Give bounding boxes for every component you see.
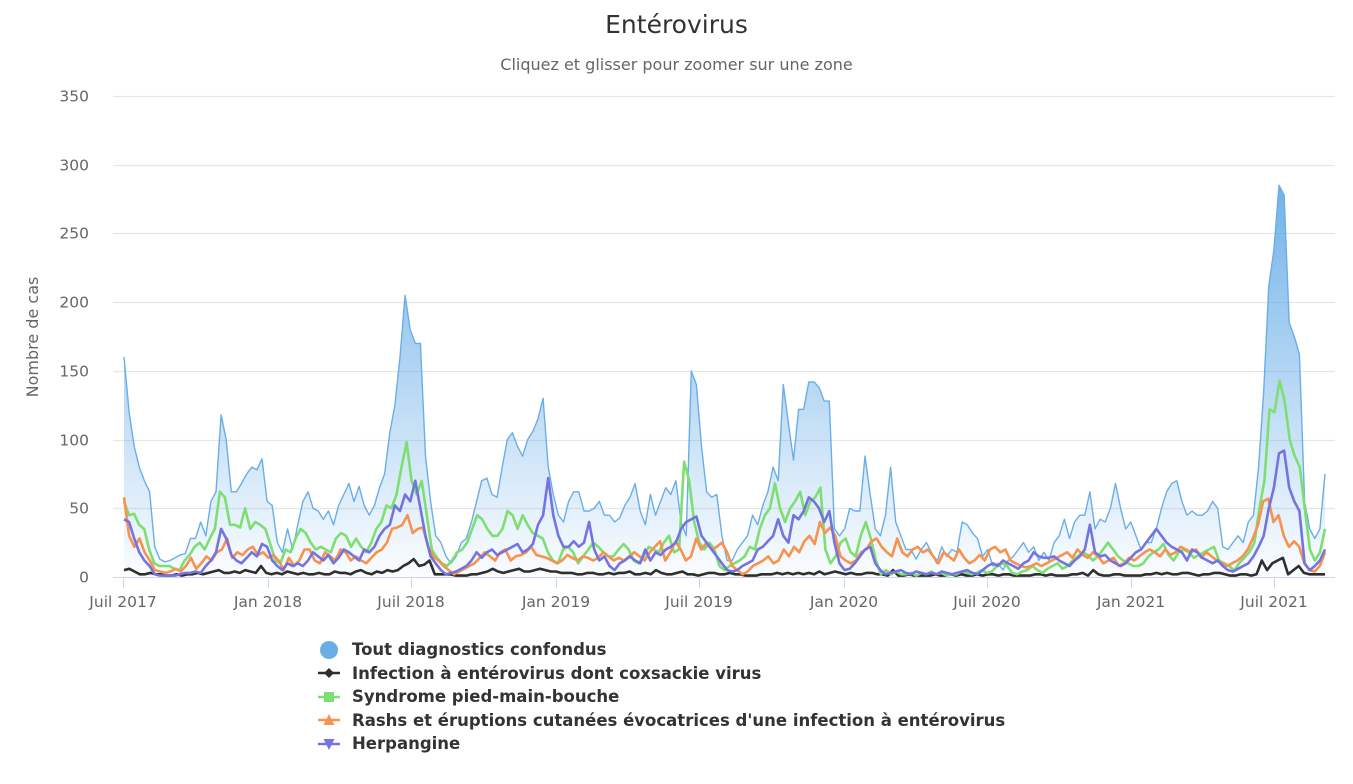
y-tick-label: 50 [69,500,89,518]
legend-item[interactable]: Infection à entérovirus dont coxsackie v… [318,662,1005,686]
legend-item[interactable]: Rashs et éruptions cutanées évocatrices … [318,709,1005,733]
y-tick-label: 250 [59,225,89,243]
chart-subtitle: Cliquez et glisser pour zoomer sur une z… [500,55,853,74]
circle-marker-icon [320,640,338,659]
legend-item[interactable]: Tout diagnostics confondus [318,638,1005,662]
y-tick-label: 150 [59,363,89,381]
y-tick-label: 300 [59,157,89,175]
x-tick-label: Jan 2020 [809,593,878,611]
square-marker-icon [318,691,340,702]
x-tick-label: Jan 2019 [521,593,590,611]
area-fill-all-diagnostics [124,185,1325,578]
y-tick-label: 350 [59,88,89,106]
x-tick-label: Juil 2019 [664,593,732,611]
triangle-down-marker-icon [318,738,340,750]
series-line-coxsackie[interactable] [123,556,1325,577]
y-axis-label: Nombre de cas [23,277,42,398]
legend-item[interactable]: Herpangine [318,732,1005,756]
diamond-marker-icon [318,668,340,679]
x-tick-label: Juil 2021 [1239,593,1307,611]
triangle-marker-icon [318,714,340,726]
legend-item-label: Rashs et éruptions cutanées évocatrices … [352,710,1006,730]
series-group [122,184,1327,578]
y-axis-ticks: 0 50 100 150 200 250 300 350 [59,88,89,587]
series-line-herpangina[interactable] [123,449,1327,577]
y-tick-label: 200 [59,294,89,312]
chart-title: Entérovirus [605,10,748,39]
legend-item-label: Syndrome pied-main-bouche [352,687,620,707]
x-tick-label: Juil 2018 [376,593,444,611]
legend-item-label: Herpangine [352,734,461,754]
legend-item-label: Tout diagnostics confondus [352,640,607,660]
x-tick-label: Jan 2018 [233,593,302,611]
legend-item[interactable]: Syndrome pied-main-bouche [318,685,1005,709]
gridlines [113,95,1335,510]
plot-area[interactable]: 0 50 100 150 200 250 300 350 Nombre de cas Juil… [0,0,1353,640]
legend-item-label: Infection à entérovirus dont coxsackie v… [352,663,762,683]
legend: Tout diagnostics confondus Infection à en… [318,638,1005,756]
x-tick-label: Juil 2020 [952,593,1020,611]
x-tick-label: Juil 2017 [88,593,156,611]
x-axis-ticks: Juil 2017 Jan 2018 Juil 2018 Jan 2019 Juil 2… [88,577,1308,611]
y-tick-label: 100 [59,432,89,450]
y-tick-label: 0 [79,569,89,587]
x-tick-label: Jan 2021 [1096,593,1165,611]
